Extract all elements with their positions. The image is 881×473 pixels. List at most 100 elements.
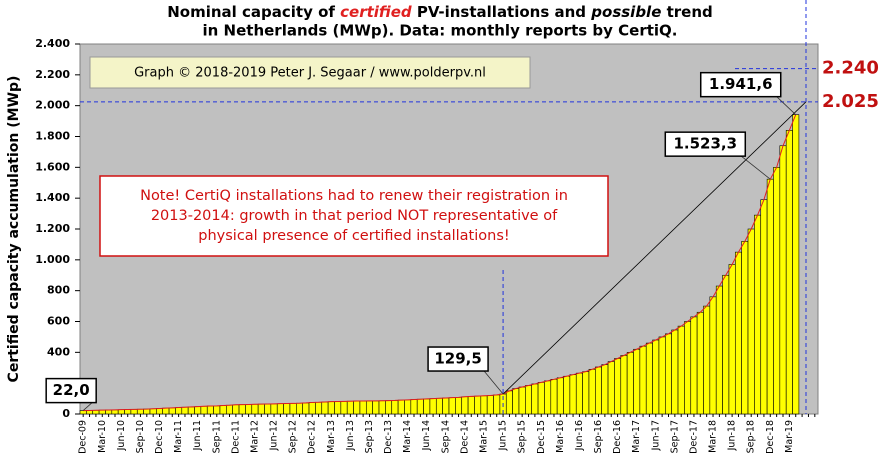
bar: [480, 395, 488, 415]
y-tick-label: 1.800: [35, 130, 70, 143]
trend-line: [83, 114, 797, 412]
bar: [213, 405, 221, 415]
bar: [703, 305, 711, 415]
bar: [226, 404, 233, 415]
y-tick-label: 1.600: [35, 160, 70, 173]
reference-label: 2.240: [822, 58, 879, 79]
bar: [747, 228, 755, 415]
bar: [792, 114, 800, 415]
bar: [531, 383, 539, 415]
x-tick-label: Sep-17: [669, 420, 680, 453]
bar: [238, 404, 246, 415]
bar: [639, 345, 647, 415]
bar: [715, 285, 723, 415]
bar: [283, 403, 291, 415]
bar: [671, 329, 679, 415]
x-tick-label: Jun-16: [574, 420, 585, 451]
y-tick-label: 1.000: [35, 253, 70, 266]
bar: [448, 397, 456, 415]
y-tick-label: 2.200: [35, 68, 70, 81]
bar: [98, 409, 106, 415]
bar: [544, 380, 552, 415]
x-tick-label: Mar-18: [708, 420, 719, 453]
bar: [620, 355, 628, 415]
bar: [575, 372, 583, 415]
bar: [117, 409, 125, 415]
x-tick-label: Dec-12: [307, 420, 318, 454]
label-leader: [483, 370, 504, 395]
bar: [429, 398, 437, 415]
y-tick-label: 1.400: [35, 191, 70, 204]
chart-title: Nominal capacity of certified PV-install…: [167, 3, 713, 21]
bar: [276, 403, 284, 415]
label-leader: [82, 402, 93, 411]
bar: [372, 400, 380, 415]
bar: [728, 264, 736, 415]
bar: [175, 407, 183, 415]
bar: [187, 406, 195, 415]
x-tick-label: Mar-11: [173, 420, 184, 453]
bar: [359, 400, 367, 415]
x-tick-label: Jun-13: [345, 420, 356, 451]
bar: [289, 403, 297, 415]
data-label: 1.941,6: [709, 75, 773, 93]
bar: [754, 214, 762, 415]
bar: [785, 130, 793, 415]
bar: [537, 382, 545, 415]
bar: [518, 386, 526, 415]
bar: [149, 408, 157, 415]
bar: [162, 407, 170, 415]
bar: [442, 397, 450, 415]
bar: [435, 397, 443, 415]
note-line: 2013-2014: growth in that period NOT rep…: [151, 208, 558, 224]
x-tick-label: Dec-16: [612, 420, 623, 454]
x-tick-label: Jun-12: [269, 420, 280, 451]
bar: [607, 361, 615, 415]
x-tick-label: Mar-13: [326, 420, 337, 453]
y-tick-label: 2.400: [35, 37, 70, 50]
credit: Graph © 2018-2019 Peter J. Segaar / www.…: [134, 66, 486, 81]
title-part: trend: [661, 3, 712, 21]
bar: [645, 342, 653, 415]
bar: [308, 402, 316, 415]
x-tick-label: Dec-13: [383, 420, 394, 454]
x-tick-label: Dec-17: [688, 420, 699, 454]
bar: [206, 405, 214, 415]
bar: [219, 405, 227, 415]
bar: [512, 388, 520, 415]
bar: [588, 368, 596, 415]
x-tick-label: Mar-12: [249, 420, 260, 453]
bar: [321, 401, 329, 415]
bar: [556, 377, 564, 415]
x-tick-label: Jun-17: [650, 420, 661, 451]
bar: [346, 400, 354, 415]
x-tick-label: Sep-16: [593, 420, 604, 453]
bar: [143, 408, 151, 415]
x-tick-label: Sep-14: [440, 420, 451, 453]
bar: [709, 296, 717, 415]
bar: [569, 374, 577, 415]
bar: [130, 409, 138, 415]
x-tick-label: Mar-10: [97, 420, 108, 453]
y-tick-label: 2.000: [35, 99, 70, 112]
bar: [486, 395, 494, 415]
credit-box: [89, 56, 531, 89]
x-tick-label: Jun-11: [192, 420, 203, 451]
x-tick-label: Jun-10: [116, 420, 127, 451]
y-tick-label: 1.200: [35, 222, 70, 235]
bar: [257, 403, 265, 415]
bar: [505, 390, 513, 415]
bar: [416, 398, 424, 415]
bar: [168, 407, 176, 415]
bar: [79, 410, 87, 415]
label-box: [45, 377, 97, 404]
bar: [550, 379, 558, 415]
x-tick-label: Sep-12: [288, 420, 299, 453]
bar: [665, 333, 672, 415]
x-tick-label: Dec-10: [154, 420, 165, 454]
chart-subtitle: in Netherlands (MWp). Data: monthly repo…: [203, 22, 678, 40]
bar: [105, 409, 113, 415]
bar: [474, 395, 482, 415]
bar: [595, 366, 602, 415]
label-leader: [741, 155, 771, 180]
